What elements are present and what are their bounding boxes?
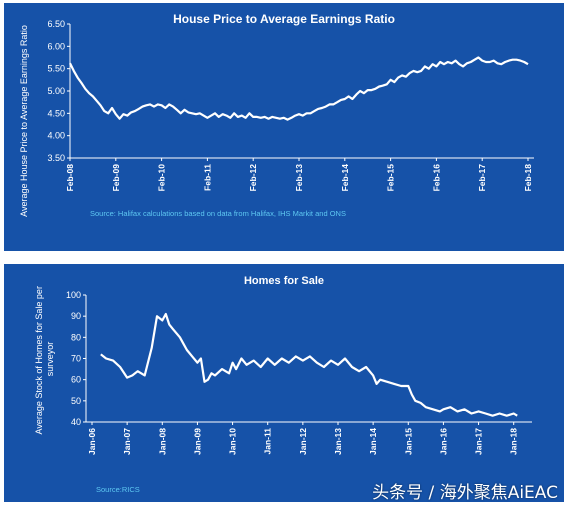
chart-title: House Price to Average Earnings Ratio [173, 12, 395, 26]
y-axis-label-line-1: Average Stock of Homes for Sale per [34, 286, 44, 434]
y-tick-label: 3.50 [47, 153, 65, 163]
y-tick-label: 40 [71, 417, 81, 427]
watermark: 头条号 / 海外聚焦AiEAC [372, 483, 558, 503]
x-tick-label: Jan-16 [438, 428, 448, 455]
x-tick-label: Feb-10 [157, 164, 167, 192]
x-tick-label: Feb-11 [202, 164, 212, 191]
x-tick-label: Jan-10 [228, 428, 238, 455]
x-tick-label: Jan-12 [298, 428, 308, 455]
x-tick-label: Feb-17 [477, 164, 487, 192]
x-tick-label: Jan-17 [474, 428, 484, 455]
y-tick-label: 100 [66, 290, 81, 300]
x-tick-label: Feb-16 [431, 164, 441, 192]
x-tick-label: Jan-18 [509, 428, 519, 455]
x-tick-label: Feb-18 [523, 164, 533, 192]
source-note: Source: Halifax calculations based on da… [90, 209, 346, 218]
x-tick-label: Jan-09 [192, 428, 202, 455]
y-tick-label: 6.00 [47, 41, 65, 51]
x-tick-label: Feb-15 [386, 164, 396, 192]
homes-for-sale-chart: Homes for Sale Average Stock of Homes fo… [34, 275, 532, 494]
y-tick-label: 5.50 [47, 64, 65, 74]
homes-for-sale-series-line [100, 312, 518, 417]
x-tick-label: Feb-12 [248, 164, 258, 192]
y-tick-label: 60 [71, 375, 81, 385]
y-tick-label: 6.50 [47, 19, 65, 29]
y-tick-label: 5.00 [47, 86, 65, 96]
y-tick-label: 50 [71, 396, 81, 406]
chart-panel-house-price-ratio: House Price to Average Earnings Ratio Av… [4, 3, 564, 251]
x-tick-label: Feb-09 [111, 164, 121, 192]
y-axis-label: Average House Price to Average Earnings … [19, 25, 29, 217]
y-axis-label: Average Stock of Homes for Sale per surv… [34, 284, 55, 435]
chart-panel-homes-for-sale: Homes for Sale Average Stock of Homes fo… [4, 264, 564, 502]
x-tick-label: Jan-06 [87, 428, 97, 455]
y-tick-label: 70 [71, 354, 81, 364]
x-tick-label: Jan-13 [333, 428, 343, 455]
x-tick-label: Feb-14 [340, 164, 350, 192]
house-price-ratio-chart: House Price to Average Earnings Ratio Av… [19, 12, 534, 218]
chart-title: Homes for Sale [244, 275, 324, 287]
x-tick-label: Feb-08 [65, 164, 75, 192]
y-tick-label: 4.00 [47, 131, 65, 141]
y-tick-label: 90 [71, 311, 81, 321]
y-axis-label-line-2: surveyor [45, 342, 55, 377]
x-tick-label: Jan-14 [368, 428, 378, 455]
x-tick-label: Jan-15 [403, 428, 413, 455]
x-tick-label: Jan-08 [157, 428, 167, 455]
y-tick-label: 4.50 [47, 108, 65, 118]
ratio-series-line [69, 56, 529, 121]
x-tick-label: Jan-07 [122, 428, 132, 455]
x-tick-label: Feb-13 [294, 164, 304, 192]
y-tick-label: 80 [71, 332, 81, 342]
x-tick-label: Jan-11 [263, 428, 273, 455]
source-note: Source:RICS [96, 485, 140, 494]
